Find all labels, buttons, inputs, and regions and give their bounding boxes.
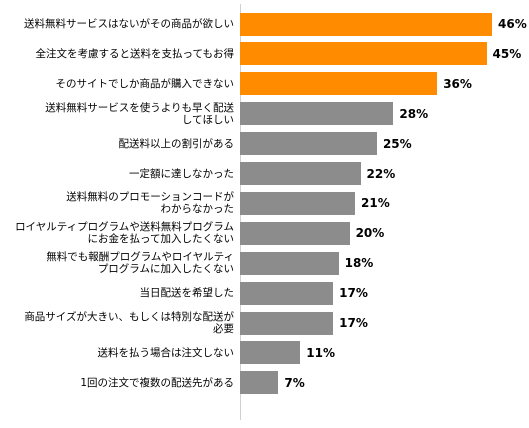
bar: [240, 251, 339, 275]
bar: [240, 371, 279, 395]
value-label: 11%: [306, 345, 335, 360]
category-label: 商品サイズが大きい、もしくは特別な配送が 必要: [24, 311, 234, 335]
category-label: 配送料以上の割引がある: [118, 137, 235, 150]
bar: [240, 281, 334, 305]
value-label: 17%: [339, 316, 368, 330]
bar: [240, 12, 492, 36]
category-label: 1回の注文で複数の配送先がある: [80, 376, 234, 389]
category-label: 無料でも報酬プログラムやロイヤルティ プログラムに加入したくない: [46, 251, 234, 276]
value-label: 45%: [492, 46, 522, 61]
bar: [240, 162, 361, 185]
bar: [240, 102, 394, 126]
value-label: 20%: [355, 226, 385, 241]
value-label: 36%: [443, 76, 472, 91]
bar: [240, 132, 377, 156]
category-label: 送料を払う場合は注文しない: [97, 346, 235, 359]
category-label: 一定額に達しなかった: [129, 167, 234, 180]
bar: [240, 191, 356, 215]
bar: [240, 341, 301, 365]
value-label: 28%: [399, 106, 429, 121]
bar: [240, 311, 334, 335]
value-label: 17%: [339, 286, 368, 301]
category-label: 当日配送を希望した: [139, 287, 235, 300]
category-label: 送料無料のプロモーションコードが わからなかった: [66, 191, 234, 216]
value-label: 7%: [284, 375, 305, 390]
value-label: 22%: [366, 166, 396, 181]
category-label: そのサイトでしか商品が購入できない: [55, 77, 235, 90]
bar: [240, 221, 350, 245]
category-label: 全注文を考慮すると送料を支払ってもお得: [35, 47, 234, 60]
category-label: 送料無料サービスを使うよりも早く配送 してほしい: [45, 101, 234, 126]
bar: [240, 72, 438, 96]
category-label: 送料無料サービスはないがその商品が欲しい: [24, 18, 234, 30]
bar: [240, 42, 487, 66]
value-label: 25%: [382, 136, 412, 151]
category-label: ロイヤルティプログラムや送料無料プログラム にお金を払って加入したくない: [15, 221, 234, 246]
value-label: 21%: [361, 196, 390, 211]
value-label: 18%: [344, 256, 374, 271]
value-label: 46%: [498, 17, 527, 31]
